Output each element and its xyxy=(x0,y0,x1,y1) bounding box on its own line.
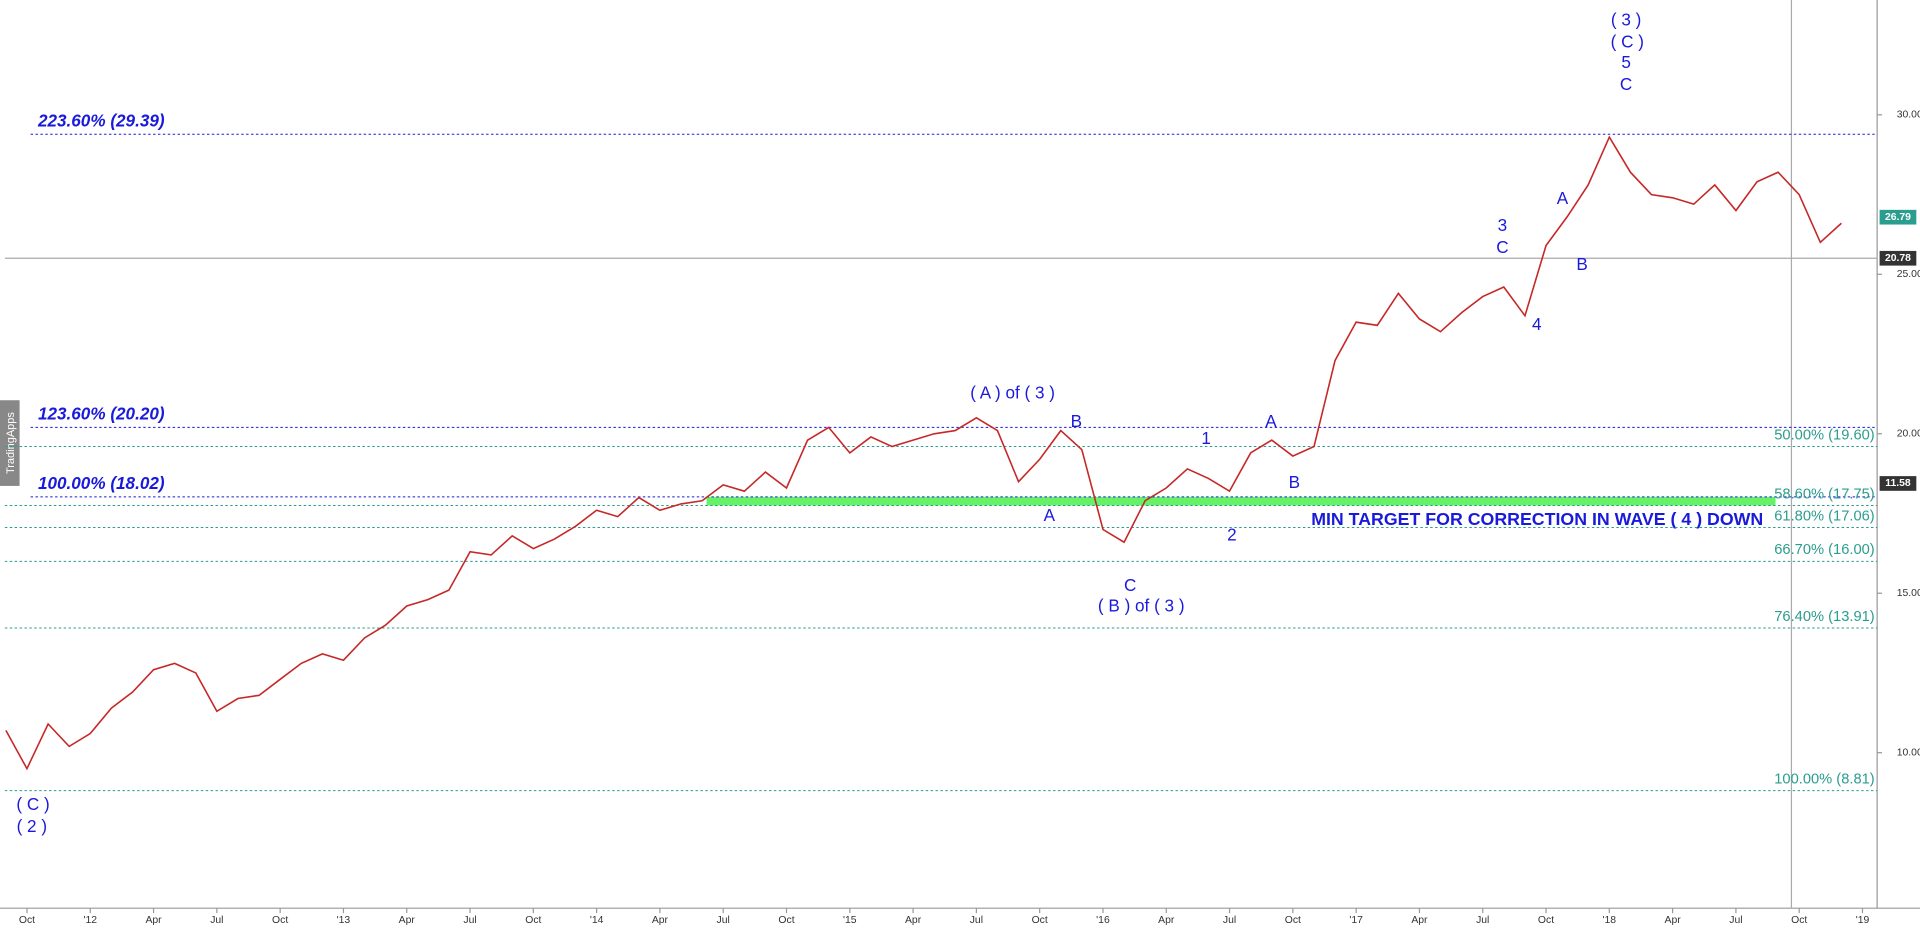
wave-label: ( A ) of ( 3 ) xyxy=(970,383,1055,403)
cursor-readout-badge xyxy=(1879,250,1917,266)
fib-retracement-label: 100.00% (8.81) xyxy=(1774,772,1874,788)
x-tick-label: Oct xyxy=(525,915,541,926)
x-tick-label: Jul xyxy=(210,915,223,926)
x-tick-label: Oct xyxy=(1032,915,1048,926)
fib-extension-label: 123.60% (20.20) xyxy=(38,404,165,424)
x-tick-label: Apr xyxy=(1411,915,1428,926)
fib-retracement-label: 61.80% (17.06) xyxy=(1774,508,1874,524)
x-tick-label: Oct xyxy=(1538,915,1554,926)
y-tick-label: 15.00 xyxy=(1897,588,1920,599)
x-tick-label: '19 xyxy=(1856,915,1870,926)
x-tick-label: '13 xyxy=(337,915,351,926)
wave-label: 5 xyxy=(1621,52,1631,72)
wave-label: ( 2 ) xyxy=(17,816,47,836)
price-line xyxy=(5,135,1842,771)
x-tick-label: '15 xyxy=(843,915,857,926)
x-tick-label: Apr xyxy=(652,915,669,926)
cursor-readout: 11.58 xyxy=(1885,478,1911,489)
x-tick-label: Apr xyxy=(145,915,162,926)
wave-label: 3 xyxy=(1498,215,1508,235)
wave-label: 2 xyxy=(1227,525,1237,545)
x-tick-label: '12 xyxy=(83,915,97,926)
wave-label: A xyxy=(1265,411,1277,431)
wave-label: C xyxy=(1620,74,1632,94)
x-tick-label: Oct xyxy=(272,915,288,926)
x-tick-label: Apr xyxy=(399,915,416,926)
last-price-badge xyxy=(1879,209,1917,225)
side-tab[interactable] xyxy=(0,400,20,486)
wave-label: A xyxy=(1557,188,1569,208)
fib-extension-label: 223.60% (29.39) xyxy=(37,111,165,131)
x-tick-label: '18 xyxy=(1603,915,1617,926)
target-zone xyxy=(706,496,1776,506)
x-tick-label: Apr xyxy=(1665,915,1682,926)
x-tick-label: Oct xyxy=(1791,915,1807,926)
wave-label: ( C ) xyxy=(16,794,49,814)
wave-label: 4 xyxy=(1532,314,1542,334)
x-tick-label: Apr xyxy=(905,915,922,926)
x-tick-label: '17 xyxy=(1349,915,1363,926)
wave-label: ( B ) of ( 3 ) xyxy=(1098,596,1185,616)
y-tick-label: 20.00 xyxy=(1897,429,1920,440)
x-tick-label: Jul xyxy=(970,915,983,926)
target-zone-label: MIN TARGET FOR CORRECTION IN WAVE ( 4 ) … xyxy=(1311,509,1763,529)
fib-retracement-label: 50.00% (19.60) xyxy=(1774,427,1874,443)
wave-label: B xyxy=(1289,472,1300,492)
wave-label: ( 3 ) xyxy=(1611,9,1641,29)
x-tick-label: '16 xyxy=(1096,915,1110,926)
cursor-readout: 20.78 xyxy=(1885,253,1911,264)
wave-label: ( C ) xyxy=(1611,31,1644,51)
y-tick-label: 25.00 xyxy=(1897,269,1920,280)
x-tick-label: Oct xyxy=(19,915,35,926)
last-price-label: 26.79 xyxy=(1885,212,1911,223)
side-tab-label: TradingApps xyxy=(5,412,17,474)
y-tick-label: 30.00 xyxy=(1897,110,1920,121)
wave-label: B xyxy=(1071,411,1082,431)
fib-retracement-label: 76.40% (13.91) xyxy=(1774,609,1874,625)
y-tick-label: 10.00 xyxy=(1897,747,1920,758)
fib-retracement-label: 58.60% (17.75) xyxy=(1774,486,1874,502)
x-tick-label: Jul xyxy=(463,915,476,926)
wave-label: A xyxy=(1044,505,1056,525)
x-tick-label: Jul xyxy=(1729,915,1742,926)
x-tick-label: Jul xyxy=(717,915,730,926)
x-tick-label: '14 xyxy=(590,915,604,926)
x-tick-label: Apr xyxy=(1158,915,1175,926)
wave-label: C xyxy=(1124,575,1136,595)
fib-retracement-label: 66.70% (16.00) xyxy=(1774,542,1874,558)
x-tick-label: Jul xyxy=(1223,915,1236,926)
wave-label: C xyxy=(1496,237,1508,257)
cursor-readout-badge xyxy=(1879,476,1917,491)
wave-label: B xyxy=(1576,254,1587,274)
x-tick-label: Jul xyxy=(1476,915,1489,926)
x-tick-label: Oct xyxy=(1285,915,1301,926)
wave-label: 1 xyxy=(1201,428,1211,448)
x-tick-label: Oct xyxy=(778,915,794,926)
fib-extension-label: 100.00% (18.02) xyxy=(38,473,165,493)
